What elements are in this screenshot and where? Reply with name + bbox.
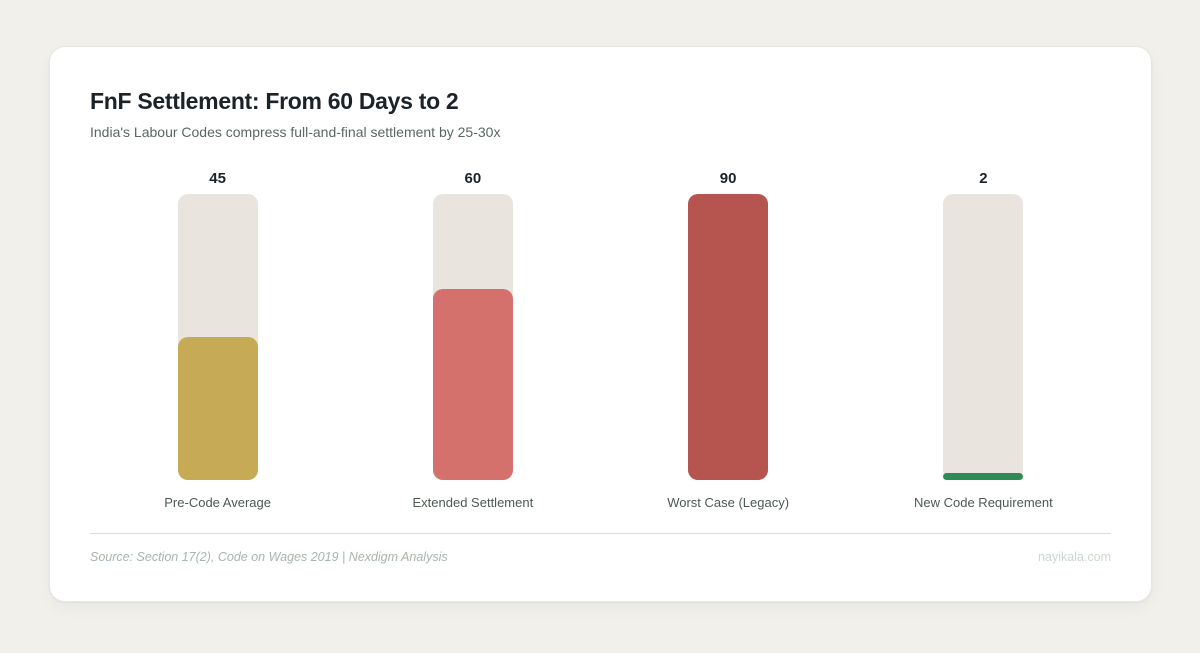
- bar-track: [432, 194, 513, 480]
- bar-track: [177, 194, 258, 480]
- bar-category-label: Pre-Code Average: [164, 495, 271, 510]
- footer-divider: [90, 533, 1111, 534]
- bar-track: [688, 194, 769, 480]
- bar-column: 90 Worst Case (Legacy): [601, 171, 856, 511]
- bar-value-label: 45: [209, 170, 226, 187]
- bar-column: 2 New Code Requirement: [856, 171, 1111, 511]
- bar-category-label: Worst Case (Legacy): [667, 495, 790, 510]
- bar-chart: 45 Pre-Code Average 60 Extended Settleme…: [90, 171, 1111, 511]
- bar-fill: [177, 337, 258, 480]
- bar-value-label: 90: [719, 170, 737, 187]
- chart-subtitle: India's Labour Codes compress full-and-f…: [90, 124, 501, 140]
- bar-track: [943, 194, 1024, 480]
- bar-category-label: New Code Requirement: [914, 495, 1053, 510]
- watermark-text: nayikala.com: [1038, 550, 1111, 564]
- bar-fill: [432, 289, 513, 480]
- bar-value-label: 60: [464, 170, 482, 187]
- bar-column: 45 Pre-Code Average: [90, 171, 345, 511]
- bar-column: 60 Extended Settlement: [345, 171, 600, 511]
- bar-fill: [943, 473, 1024, 480]
- bar-value-label: 2: [979, 170, 988, 187]
- chart-title: FnF Settlement: From 60 Days to 2: [90, 88, 459, 114]
- chart-card: FnF Settlement: From 60 Days to 2 India'…: [49, 46, 1152, 602]
- bar-category-label: Extended Settlement: [412, 495, 534, 510]
- source-text: Source: Section 17(2), Code on Wages 201…: [90, 550, 448, 564]
- chart-footer: Source: Section 17(2), Code on Wages 201…: [90, 550, 1111, 564]
- bar-fill: [688, 194, 769, 480]
